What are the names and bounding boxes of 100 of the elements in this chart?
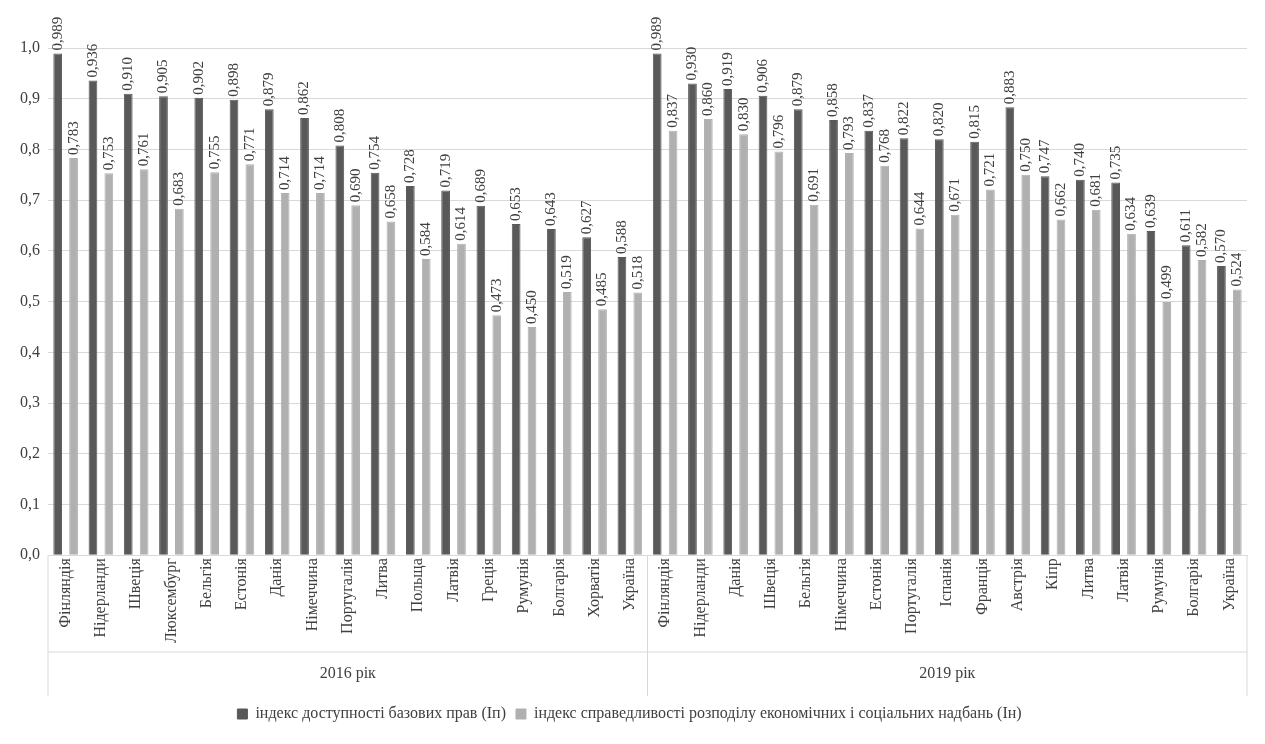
data-label: 0,936	[83, 43, 100, 78]
data-label: 0,719	[436, 153, 453, 188]
y-tick-label: 0,6	[20, 241, 40, 259]
data-label: 0,450	[522, 290, 539, 324]
bar	[739, 134, 748, 555]
y-tick-label: 0,5	[20, 291, 40, 309]
data-label: 0,755	[205, 135, 222, 170]
legend-label: індекс доступності базових прав (Іп)	[255, 704, 506, 723]
x-tick-label: Нідерланди	[91, 557, 110, 638]
bar	[864, 130, 874, 555]
bar	[300, 117, 309, 555]
data-label: 0,643	[542, 192, 559, 227]
data-label: 0,910	[119, 56, 136, 91]
data-label: 0,906	[753, 58, 770, 93]
bar	[421, 259, 431, 555]
legend-label: індекс справедливості розподілу економічних і соціальних надбань (Ін)	[533, 704, 1022, 723]
data-label: 0,905	[154, 59, 171, 94]
bar	[123, 93, 133, 555]
bar	[194, 97, 204, 555]
y-tick-label: 0,3	[20, 393, 40, 411]
x-tick-label: Хорватія	[584, 557, 603, 618]
data-label: 0,519	[558, 255, 575, 289]
data-label: 0,860	[699, 82, 716, 117]
x-tick-label: Болгарія	[549, 557, 568, 617]
data-label: 0,754	[366, 135, 383, 170]
data-label: 0,584	[417, 221, 434, 256]
x-tick-label: Кіпр	[1043, 558, 1062, 590]
bar	[1111, 182, 1120, 555]
data-label: 0,989	[648, 16, 665, 51]
x-tick-label: Естонія	[866, 557, 884, 611]
data-label: 0,634	[1122, 196, 1139, 231]
bar	[582, 237, 592, 555]
x-tick-label: Франція	[972, 557, 991, 615]
data-label: 0,644	[910, 191, 927, 226]
data-label: 0,830	[734, 97, 751, 132]
data-label: 0,714	[276, 155, 293, 191]
data-label: 0,919	[718, 52, 735, 87]
bar	[703, 119, 713, 555]
data-label: 0,930	[683, 46, 700, 81]
data-label: 0,858	[824, 83, 841, 118]
data-label: 0,689	[471, 168, 488, 203]
bar	[1076, 179, 1085, 555]
x-tick-label: Австрія	[1007, 557, 1026, 612]
data-label: 0,627	[577, 199, 594, 235]
bar	[934, 139, 944, 555]
bar	[335, 145, 345, 555]
data-label: 0,518	[628, 255, 645, 290]
x-tick-label: Німеччина	[302, 558, 320, 632]
bar	[1162, 302, 1172, 555]
data-label: 0,747	[1036, 139, 1053, 174]
data-label: 0,524	[1228, 252, 1245, 287]
data-label: 0,808	[330, 108, 347, 143]
bar	[547, 229, 556, 555]
bar	[652, 53, 662, 555]
data-label: 0,771	[240, 127, 257, 162]
data-label: 0,671	[946, 178, 963, 212]
data-label: 0,753	[99, 136, 116, 171]
data-label: 0,714	[311, 155, 328, 191]
data-label: 0,735	[1106, 145, 1123, 180]
data-label: 0,761	[135, 132, 152, 167]
data-label: 0,485	[593, 272, 610, 307]
x-tick-label: Данія	[267, 557, 286, 597]
bar	[1217, 266, 1226, 555]
y-tick-label: 0,8	[20, 139, 40, 157]
data-label: 0,902	[189, 60, 206, 95]
bar	[210, 172, 219, 555]
bar	[1021, 174, 1031, 555]
data-label: 0,499	[1157, 265, 1174, 300]
data-label: 0,614	[452, 206, 469, 241]
y-tick-label: 0,7	[20, 190, 40, 208]
data-label: 0,740	[1071, 143, 1088, 177]
data-label: 0,837	[859, 93, 876, 128]
bar	[829, 120, 838, 555]
data-label: 0,862	[295, 81, 312, 115]
x-tick-label: Україна	[620, 558, 639, 612]
bar	[723, 89, 733, 555]
bar	[950, 214, 960, 555]
data-label: 0,728	[401, 149, 418, 183]
x-tick-label: Болгарія	[1184, 557, 1203, 617]
x-tick-label: Греція	[479, 557, 498, 602]
x-tick-label: Румунія	[1149, 557, 1168, 614]
bar	[511, 224, 521, 555]
x-tick-label: Португалія	[337, 557, 356, 634]
data-label: 0,473	[487, 278, 504, 313]
y-tick-label: 0,9	[20, 88, 40, 106]
x-tick-label: Португалія	[902, 557, 921, 634]
data-label: 0,750	[1016, 138, 1033, 172]
data-label: 0,653	[507, 187, 524, 221]
bar	[280, 193, 290, 555]
x-tick-label: Естонія	[232, 557, 250, 611]
bar	[69, 158, 78, 555]
bar	[986, 189, 995, 555]
bar	[53, 53, 63, 555]
x-tick-label: Україна	[1219, 558, 1238, 612]
bar	[1005, 107, 1015, 555]
y-tick-label: 0,4	[20, 342, 40, 360]
bar	[1232, 289, 1242, 555]
data-label: 0,793	[840, 116, 857, 150]
data-label: 0,796	[769, 114, 786, 149]
bar	[880, 165, 890, 555]
